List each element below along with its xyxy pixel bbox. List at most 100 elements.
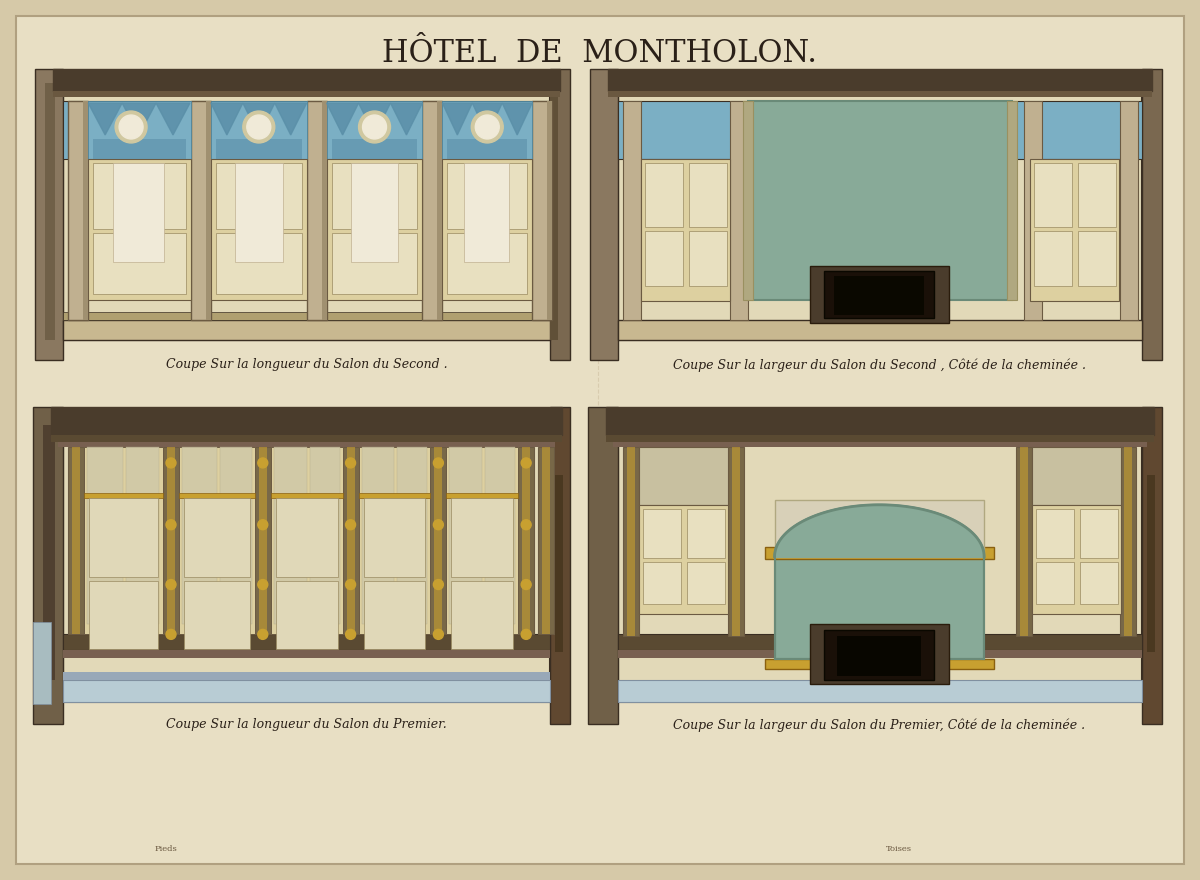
- Bar: [364, 581, 426, 649]
- Bar: [1080, 509, 1117, 558]
- Bar: [64, 83, 550, 341]
- Bar: [94, 163, 186, 229]
- Bar: [53, 70, 560, 92]
- Text: Coupe Sur la longueur du Salon du Second .: Coupe Sur la longueur du Salon du Second…: [166, 358, 448, 371]
- Bar: [532, 101, 552, 320]
- Bar: [618, 320, 1141, 341]
- Bar: [216, 232, 301, 295]
- Bar: [1020, 447, 1028, 636]
- Bar: [1141, 407, 1162, 724]
- Bar: [1030, 159, 1118, 302]
- Bar: [1147, 475, 1154, 652]
- Bar: [834, 275, 924, 315]
- Text: Pieds: Pieds: [155, 845, 178, 853]
- Bar: [464, 163, 509, 261]
- Circle shape: [119, 115, 143, 139]
- Bar: [618, 83, 1141, 341]
- Polygon shape: [156, 103, 190, 135]
- Bar: [34, 622, 52, 704]
- Bar: [437, 101, 443, 320]
- Bar: [64, 634, 550, 650]
- Bar: [364, 498, 426, 576]
- Bar: [235, 163, 283, 261]
- Bar: [1120, 101, 1138, 320]
- Bar: [824, 630, 935, 680]
- Bar: [613, 442, 1147, 447]
- Bar: [64, 650, 550, 658]
- Bar: [606, 407, 1153, 435]
- Bar: [271, 493, 342, 498]
- Bar: [94, 139, 186, 159]
- Bar: [64, 101, 550, 159]
- Bar: [84, 493, 163, 498]
- Bar: [88, 101, 191, 159]
- Bar: [689, 163, 727, 227]
- Bar: [310, 447, 340, 625]
- Bar: [211, 101, 307, 159]
- Bar: [618, 650, 1141, 658]
- Text: HÔTEL  DE  MONTHOLON.: HÔTEL DE MONTHOLON.: [383, 38, 817, 69]
- Bar: [216, 163, 301, 229]
- Bar: [522, 447, 530, 634]
- Circle shape: [521, 629, 532, 640]
- Bar: [68, 101, 88, 320]
- Bar: [1016, 447, 1032, 636]
- Circle shape: [433, 580, 443, 590]
- Bar: [643, 509, 680, 558]
- Bar: [448, 139, 527, 159]
- Bar: [216, 139, 301, 159]
- Bar: [618, 101, 1141, 159]
- Circle shape: [346, 458, 355, 468]
- Bar: [764, 659, 994, 670]
- Bar: [322, 101, 326, 320]
- Bar: [397, 447, 427, 625]
- Bar: [59, 442, 556, 447]
- Bar: [211, 159, 307, 300]
- Bar: [1032, 447, 1121, 505]
- Bar: [276, 581, 337, 649]
- Circle shape: [433, 629, 443, 640]
- Bar: [1080, 561, 1117, 605]
- Bar: [448, 232, 527, 295]
- Bar: [64, 425, 550, 702]
- Bar: [1034, 163, 1072, 227]
- Bar: [446, 493, 518, 498]
- Bar: [1024, 101, 1042, 320]
- Bar: [259, 447, 266, 634]
- Bar: [556, 475, 563, 652]
- Bar: [52, 407, 562, 435]
- Bar: [1123, 447, 1132, 636]
- Bar: [342, 447, 359, 634]
- Bar: [686, 561, 725, 605]
- Circle shape: [242, 111, 275, 143]
- Bar: [206, 101, 211, 320]
- Polygon shape: [390, 103, 422, 135]
- Bar: [88, 447, 124, 625]
- Bar: [326, 159, 422, 300]
- Bar: [1034, 231, 1072, 287]
- Bar: [89, 581, 158, 649]
- Polygon shape: [88, 103, 122, 135]
- Bar: [1007, 101, 1018, 300]
- Bar: [126, 447, 160, 625]
- Bar: [1078, 163, 1116, 227]
- Bar: [644, 163, 683, 227]
- Bar: [608, 92, 1152, 97]
- Circle shape: [258, 520, 268, 530]
- Bar: [72, 447, 80, 634]
- Circle shape: [166, 580, 176, 590]
- Bar: [184, 498, 250, 576]
- Bar: [838, 636, 922, 676]
- Bar: [538, 447, 554, 634]
- Bar: [274, 447, 307, 625]
- Bar: [730, 101, 748, 320]
- Bar: [307, 101, 326, 320]
- Bar: [43, 425, 55, 680]
- Bar: [764, 546, 994, 559]
- Bar: [359, 493, 431, 498]
- Bar: [276, 498, 337, 576]
- Bar: [53, 92, 560, 97]
- Bar: [623, 101, 641, 320]
- Bar: [590, 70, 618, 360]
- Bar: [220, 447, 252, 625]
